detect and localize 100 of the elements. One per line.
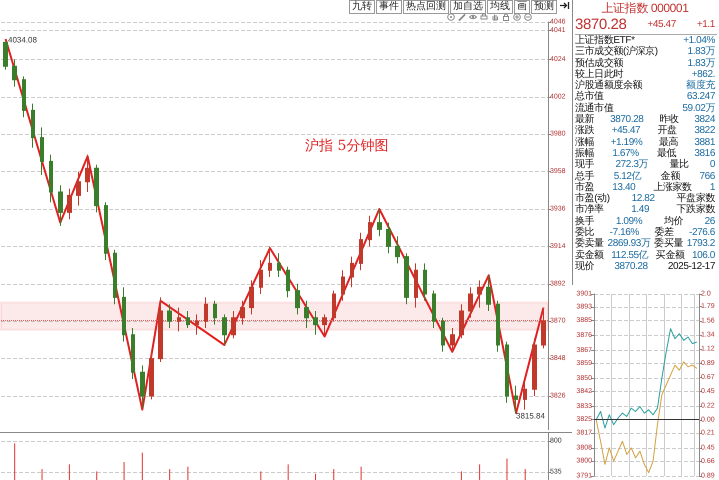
text: 平盘家数: [676, 193, 715, 204]
text: 1.49: [631, 204, 650, 216]
text: 均线: [487, 0, 513, 14]
text: 市盈(动): [575, 193, 610, 204]
text: 现价: [575, 260, 594, 272]
candlestick: [31, 103, 35, 148]
candlestick: [12, 58, 17, 88]
candlestick: [22, 76, 26, 118]
candlestick: [204, 296, 208, 328]
text: 1: [710, 182, 715, 193]
candlestick: [249, 280, 254, 315]
text: 涨幅: [575, 136, 594, 148]
text: 766: [699, 170, 715, 182]
text: 预测: [531, 0, 557, 14]
text: 3816: [694, 148, 715, 160]
candlestick: [85, 154, 90, 192]
text: 振幅: [575, 148, 594, 159]
candlestick: [186, 310, 190, 328]
candlestick: [3, 42, 8, 70]
candlestick: [67, 188, 72, 220]
text: 委比: [575, 227, 594, 238]
text: 热点回测: [403, 0, 449, 14]
text: 金额: [660, 170, 680, 182]
text: +45.47: [612, 125, 640, 137]
candlestick: [332, 290, 336, 322]
candlestick: [505, 341, 509, 404]
candlestick: [94, 164, 99, 213]
candlestick: [496, 300, 500, 352]
candlestick: [76, 171, 81, 206]
text: 26: [704, 216, 715, 228]
candlestick: [386, 222, 391, 254]
text: 上证指数ETF*: [575, 35, 635, 46]
text: +862.: [692, 68, 715, 80]
candlestick: [486, 274, 491, 312]
candlestick: [240, 300, 245, 326]
text: 59.02万: [682, 102, 715, 114]
candlestick: [368, 215, 372, 247]
text: 市盈: [575, 182, 594, 193]
text: 额度充: [686, 80, 715, 92]
annotation: 3815.84: [516, 412, 546, 420]
line-series: [596, 361, 698, 474]
text: 总市值: [575, 91, 604, 102]
text: 1793.2: [686, 238, 715, 250]
candlestick: [432, 290, 436, 328]
candlestick: [213, 300, 217, 326]
text: 沪指 5分钟图: [305, 138, 388, 154]
text: 沪股通额度余额: [575, 80, 642, 92]
candlestick: [477, 280, 482, 308]
candlestick: [404, 252, 409, 305]
text: 涨跌: [575, 125, 594, 136]
text: 三市成交额(沪深京): [575, 46, 658, 58]
text: 加自选: [450, 0, 486, 14]
text: 112.55亿: [611, 250, 648, 261]
text: +1.19%: [610, 136, 642, 148]
text: 委差: [654, 227, 674, 238]
candlestick: [104, 202, 108, 260]
text: 上涨家数: [653, 182, 692, 193]
candlestick: [231, 310, 236, 339]
text: 0: [710, 159, 715, 171]
candlestick: [277, 252, 281, 278]
text: 2869.93万: [608, 238, 650, 250]
candlestick: [177, 307, 181, 332]
text: -276.6: [689, 227, 715, 238]
candlestick: [313, 310, 318, 336]
text: 3870.28: [614, 260, 648, 272]
text: 1.67%: [612, 148, 639, 160]
text: 272.3万: [615, 159, 648, 171]
text: 3870.28: [575, 16, 626, 34]
text: 2025-12-17: [668, 260, 715, 272]
text: 现手: [575, 159, 594, 170]
text: 委卖量: [575, 238, 604, 250]
candlestick: [350, 256, 354, 288]
candlestick: [514, 385, 518, 414]
text: 12.82: [632, 193, 655, 204]
text: 1.09%: [616, 216, 642, 228]
text: 3870.28: [610, 114, 644, 126]
candlestick: [222, 314, 227, 346]
text: 均价: [664, 216, 684, 227]
text: 1.83万: [688, 46, 715, 58]
candlestick: [268, 246, 272, 278]
candlestick: [322, 314, 327, 336]
text: 预估成交额: [575, 58, 624, 69]
text: 画: [514, 0, 530, 14]
text: 量比: [669, 159, 689, 170]
candlestick: [131, 328, 135, 380]
text: 63.247: [686, 91, 715, 103]
candlestick: [122, 286, 126, 342]
candlestick: [259, 260, 263, 294]
candlestick: [395, 236, 400, 264]
text: 换手: [575, 216, 594, 227]
text: 最新: [575, 114, 594, 126]
candlestick: [49, 154, 53, 203]
candlestick: [113, 249, 117, 305]
candlestick: [195, 314, 199, 336]
text: 下跌家数: [676, 204, 715, 216]
candlestick: [541, 307, 546, 349]
candlestick: [359, 232, 363, 271]
candlestick: [295, 283, 300, 315]
candlestick: [58, 184, 63, 226]
text: 上证指数 000001: [602, 0, 688, 16]
